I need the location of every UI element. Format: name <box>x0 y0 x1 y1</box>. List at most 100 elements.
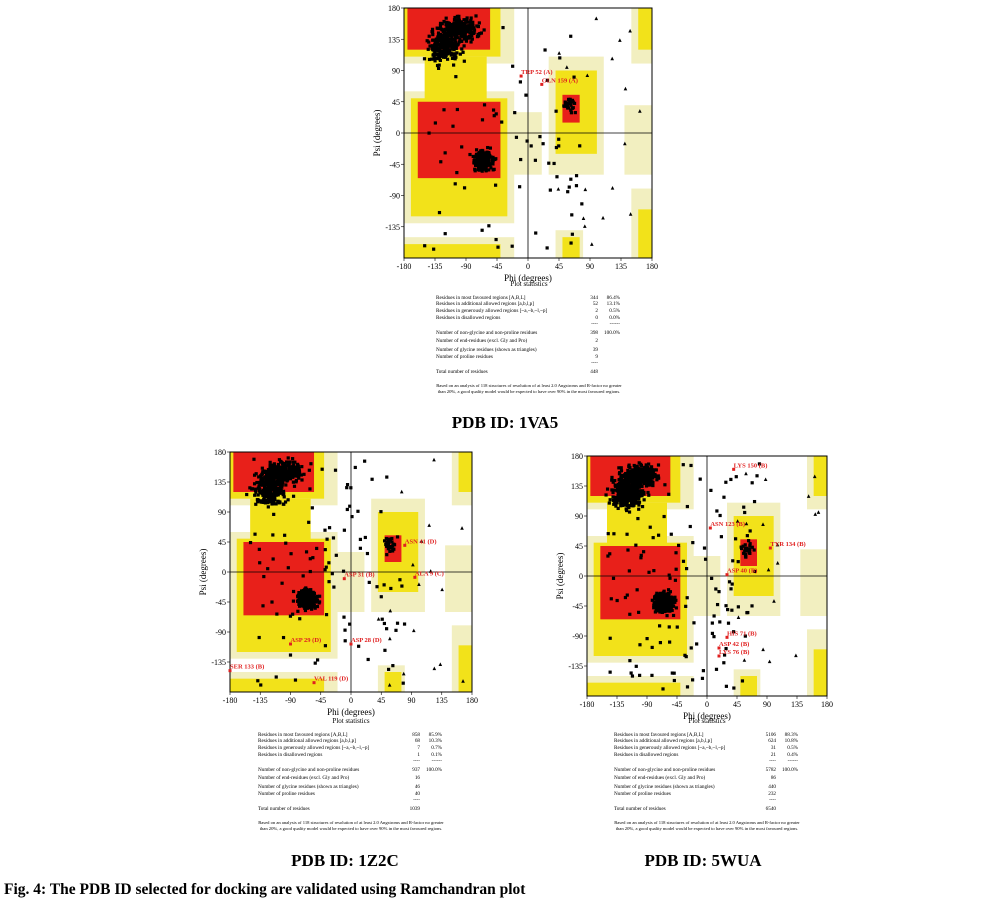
residue-point <box>555 175 559 179</box>
residue-point <box>570 232 574 236</box>
residue-point <box>285 464 289 468</box>
residue-point <box>468 36 472 40</box>
residue-point <box>379 510 383 514</box>
outlier-point <box>403 543 407 547</box>
residue-point <box>606 532 610 536</box>
residue-point <box>659 607 663 611</box>
stats-label: Total number of residues <box>258 805 310 812</box>
residue-point <box>722 661 726 665</box>
residue-point <box>622 473 627 477</box>
residue-point <box>434 37 438 41</box>
glycine-triangle <box>744 521 749 526</box>
residue-point <box>633 468 637 472</box>
residue-point <box>342 615 346 619</box>
residue-point <box>268 486 272 490</box>
residue-point <box>259 474 263 478</box>
residue-point <box>324 613 329 617</box>
residue-point <box>700 676 705 680</box>
residue-point <box>349 486 353 490</box>
residue-point <box>436 32 441 36</box>
residue-point <box>631 478 635 482</box>
residue-point <box>402 622 407 626</box>
residue-point <box>436 49 440 53</box>
residue-point <box>446 26 450 30</box>
residue-point <box>663 600 667 604</box>
residue-point <box>578 144 582 148</box>
residue-point <box>311 601 315 605</box>
residue-point <box>482 162 486 166</box>
residue-point <box>348 504 352 508</box>
residue-label: ASN 41 (D) <box>405 538 437 545</box>
residue-point <box>460 145 464 149</box>
stats-row: Residues in most favoured regions [A,B,L… <box>436 295 622 302</box>
y-tick-label: -90 <box>215 628 226 637</box>
residue-label: LYS 150 (B) <box>734 462 768 469</box>
outlier-point <box>708 526 712 530</box>
residue-point <box>260 492 264 496</box>
residue-point <box>622 499 626 503</box>
stats-value: 2 <box>595 338 598 345</box>
residue-point <box>264 498 268 502</box>
residue-point <box>534 231 538 235</box>
residue-point <box>490 159 494 163</box>
residue-point <box>253 493 257 497</box>
residue-point <box>288 460 292 464</box>
residue-point <box>435 42 439 46</box>
residue-point <box>491 156 495 161</box>
residue-point <box>667 492 671 496</box>
residue-point <box>613 501 617 505</box>
residue-point <box>630 474 634 478</box>
residue-point <box>511 64 515 68</box>
residue-point <box>627 493 631 497</box>
residue-point <box>491 168 495 172</box>
residue-point <box>448 26 452 30</box>
residue-point <box>642 498 646 502</box>
glycine-triangle <box>623 141 627 146</box>
y-tick-label: 0 <box>579 572 583 581</box>
residue-label: GLN 159 (A) <box>542 77 578 84</box>
residue-point <box>743 634 747 638</box>
residue-point <box>646 474 650 478</box>
glycine-triangle <box>438 662 443 666</box>
residue-point <box>454 26 458 30</box>
residue-point <box>476 154 480 158</box>
residue-point <box>628 487 632 491</box>
residue-point <box>616 506 620 511</box>
stats-value: 2 <box>595 307 598 314</box>
residue-point <box>267 482 271 487</box>
residue-point <box>263 487 267 491</box>
residue-point <box>266 492 270 496</box>
residue-point <box>625 481 630 485</box>
glycine-triangle <box>623 86 628 91</box>
y-tick-label: 45 <box>575 542 583 551</box>
y-tick-label: -135 <box>568 662 583 671</box>
residue-point <box>285 460 289 464</box>
residue-label: ASP 28 (D) <box>351 637 382 644</box>
residue-point <box>571 106 575 110</box>
residue-point <box>280 465 284 470</box>
residue-point <box>307 596 311 600</box>
residue-point <box>436 52 440 57</box>
residue-point <box>645 477 649 482</box>
residue-point <box>628 612 632 616</box>
additional-allowed-region <box>813 649 827 696</box>
stats-value: 16 <box>414 775 420 782</box>
residue-point <box>274 493 279 497</box>
residue-point <box>630 501 634 505</box>
residue-point <box>712 635 716 639</box>
residue-point <box>653 474 657 478</box>
residue-point <box>569 108 573 112</box>
stats-label: Residues in disallowed regions <box>258 751 323 758</box>
residue-point <box>529 144 533 148</box>
residue-point <box>252 457 256 461</box>
residue-point <box>717 590 721 594</box>
residue-point <box>477 160 482 164</box>
residue-point <box>625 500 629 504</box>
residue-point <box>273 473 277 477</box>
residue-point <box>454 75 458 79</box>
residue-point <box>621 483 625 487</box>
residue-point <box>636 485 640 490</box>
residue-point <box>388 537 392 542</box>
glycine-triangle <box>376 617 381 621</box>
residue-point <box>385 475 389 479</box>
